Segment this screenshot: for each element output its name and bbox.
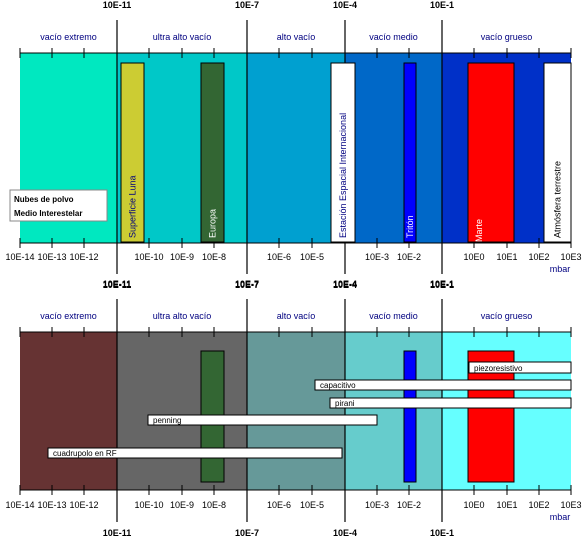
bottom-region-fill-3 bbox=[247, 332, 345, 490]
top-region-label: vacío extremo bbox=[40, 32, 97, 42]
bottom-tick-label: 10E-13 bbox=[37, 500, 66, 510]
bottom-tick-label: 10E-12 bbox=[69, 500, 98, 510]
gauge-range-label: piezoresistivo bbox=[474, 364, 523, 373]
gauge-range-label: cuadrupolo en RF bbox=[53, 449, 117, 458]
gauge-range-bar bbox=[314, 379, 572, 391]
bottom-boundary-label-bottom: 10E-1 bbox=[430, 528, 454, 536]
environment-bar bbox=[543, 62, 572, 243]
top-tick-label: 10E-9 bbox=[170, 252, 194, 262]
top-boundary-label: 10E-7 bbox=[235, 0, 259, 10]
bottom-tick-label: 10E1 bbox=[496, 500, 517, 510]
environment-bar-label: Superficie Luna bbox=[128, 175, 138, 238]
top-region-label: alto vacío bbox=[277, 32, 316, 42]
bottom-tick-label: 10E2 bbox=[528, 500, 549, 510]
bottom-boundary-label: 10E-7 bbox=[235, 279, 259, 289]
bottom-region-label: vacío medio bbox=[369, 311, 418, 321]
gauge-range-bar bbox=[147, 414, 378, 426]
environment-bar bbox=[200, 62, 225, 243]
environment-bar-label: Tritón bbox=[405, 215, 415, 238]
top-tick-label: 10E-12 bbox=[69, 252, 98, 262]
top-tick-label: 10E-6 bbox=[267, 252, 291, 262]
top-tick-label: 10E-2 bbox=[397, 252, 421, 262]
environment-bar bbox=[120, 62, 145, 243]
bottom-boundary-label: 10E-11 bbox=[103, 279, 132, 289]
reference-bar-triton bbox=[403, 350, 417, 483]
top-unit-label: mbar bbox=[550, 264, 571, 274]
gauge-range-label: capacitivo bbox=[320, 381, 356, 390]
bottom-boundary-label: 10E-1 bbox=[430, 279, 454, 289]
top-tick-label: 10E-5 bbox=[300, 252, 324, 262]
top-boundary-label-bottom: 10E-11 bbox=[103, 280, 132, 290]
environment-bar bbox=[403, 62, 417, 243]
bottom-boundary-label-bottom: 10E-11 bbox=[103, 528, 132, 536]
bottom-boundary-label-bottom: 10E-4 bbox=[333, 528, 357, 536]
top-tick-label: 10E-10 bbox=[134, 252, 163, 262]
top-boundary-label: 10E-11 bbox=[103, 0, 132, 10]
bottom-boundary-label-bottom: 10E-7 bbox=[235, 528, 259, 536]
legend-line: Nubes de polvo bbox=[14, 195, 74, 204]
top-boundary-label-bottom: 10E-4 bbox=[333, 280, 357, 290]
top-tick-label: 10E3 bbox=[560, 252, 581, 262]
top-region-label: ultra alto vacío bbox=[153, 32, 212, 42]
gauge-range-bar bbox=[468, 361, 572, 374]
top-tick-label: 10E2 bbox=[528, 252, 549, 262]
bottom-region-fill-2 bbox=[117, 332, 247, 490]
legend-box bbox=[9, 189, 108, 222]
environment-bar-label: Marte bbox=[474, 219, 484, 242]
legend-line: Medio Interestelar bbox=[14, 209, 82, 218]
bottom-tick-label: 10E-5 bbox=[300, 500, 324, 510]
top-region-label: vacío medio bbox=[369, 32, 418, 42]
top-region-fill-4 bbox=[345, 53, 442, 243]
bottom-unit-label: mbar bbox=[550, 512, 571, 522]
top-tick-label: 10E-8 bbox=[202, 252, 226, 262]
bottom-tick-label: 10E-9 bbox=[170, 500, 194, 510]
top-tick-label: 10E0 bbox=[463, 252, 484, 262]
bottom-tick-label: 10E3 bbox=[560, 500, 581, 510]
top-boundary-label-bottom: 10E-1 bbox=[430, 280, 454, 290]
bottom-region-label: alto vacío bbox=[277, 311, 316, 321]
environment-bar-label: Europa bbox=[208, 209, 218, 238]
bottom-tick-label: 10E-14 bbox=[5, 500, 34, 510]
bottom-region-label: vacío grueso bbox=[481, 311, 533, 321]
top-tick-label: 10E1 bbox=[496, 252, 517, 262]
bottom-tick-label: 10E-3 bbox=[365, 500, 389, 510]
top-tick-label: 10E-3 bbox=[365, 252, 389, 262]
top-boundary-label-bottom: 10E-7 bbox=[235, 280, 259, 290]
bottom-tick-label: 10E-6 bbox=[267, 500, 291, 510]
bottom-region-label: ultra alto vacío bbox=[153, 311, 212, 321]
gauge-range-label: penning bbox=[153, 416, 181, 425]
top-region-label: vacío grueso bbox=[481, 32, 533, 42]
environment-bar-label: Atmósfera terrestre bbox=[553, 161, 563, 238]
top-region-fill-3 bbox=[247, 53, 345, 243]
bottom-tick-label: 10E-10 bbox=[134, 500, 163, 510]
bottom-boundary-label: 10E-4 bbox=[333, 279, 357, 289]
top-boundary-label: 10E-4 bbox=[333, 0, 357, 10]
environment-bar bbox=[467, 62, 515, 243]
bottom-region-fill-4 bbox=[345, 332, 442, 490]
top-tick-label: 10E-13 bbox=[37, 252, 66, 262]
gauge-range-label: pirani bbox=[335, 399, 355, 408]
bottom-region-fill-1 bbox=[20, 332, 117, 490]
bottom-tick-label: 10E0 bbox=[463, 500, 484, 510]
bottom-tick-label: 10E-2 bbox=[397, 500, 421, 510]
top-boundary-label: 10E-1 bbox=[430, 0, 454, 10]
environment-bar-label: Estación Espacial Internacional bbox=[338, 113, 348, 238]
environment-bar bbox=[330, 62, 356, 243]
gauge-range-bar bbox=[47, 447, 343, 459]
top-tick-label: 10E-14 bbox=[5, 252, 34, 262]
gauge-range-bar bbox=[329, 397, 572, 409]
bottom-tick-label: 10E-8 bbox=[202, 500, 226, 510]
bottom-region-label: vacío extremo bbox=[40, 311, 97, 321]
